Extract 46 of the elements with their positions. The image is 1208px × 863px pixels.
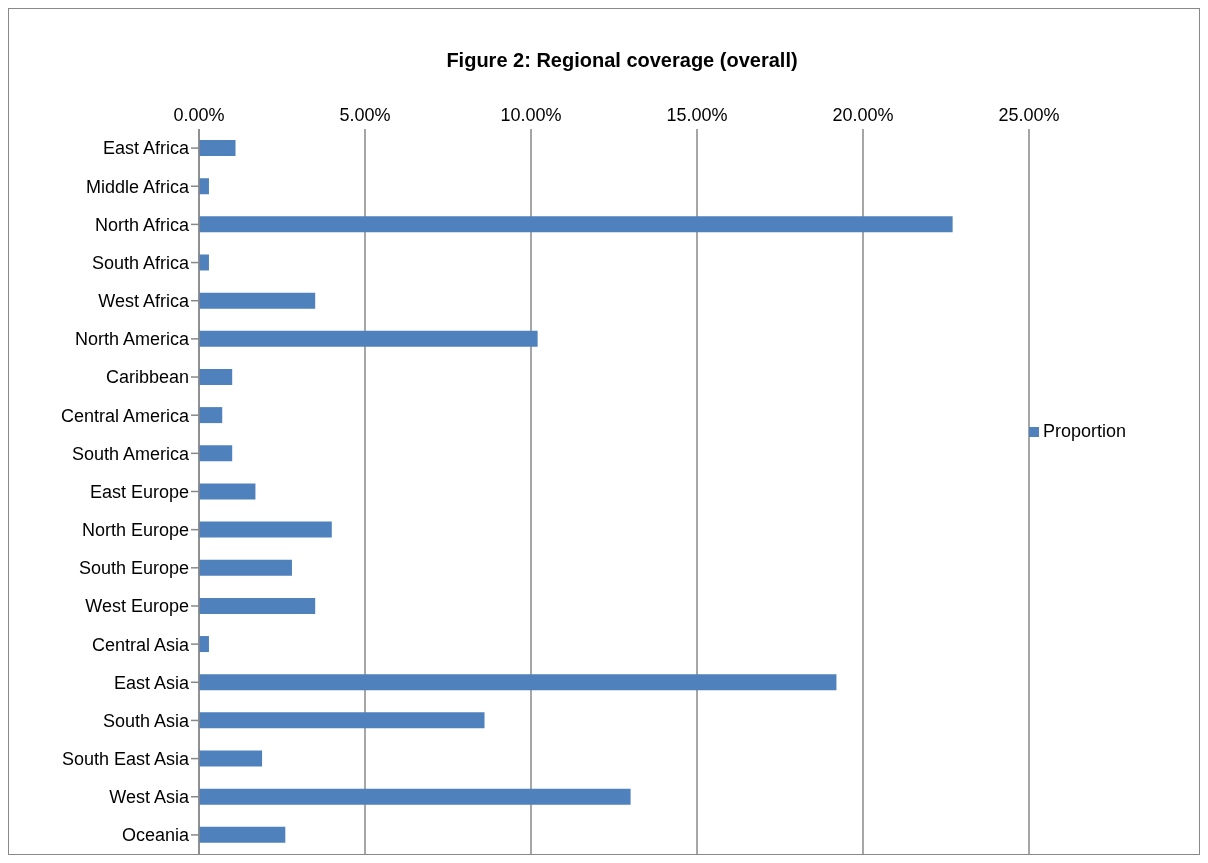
bar bbox=[199, 254, 209, 271]
bar bbox=[199, 712, 485, 729]
legend-label: Proportion bbox=[1043, 421, 1127, 441]
y-tick-label: South East Asia bbox=[61, 749, 190, 769]
x-tick-label: 15.00% bbox=[666, 105, 728, 125]
bar bbox=[199, 788, 631, 805]
bar bbox=[199, 178, 209, 195]
y-tick-label: East Europe bbox=[89, 481, 189, 502]
bar bbox=[199, 445, 233, 462]
x-tick-label: 10.00% bbox=[500, 105, 562, 125]
y-tick-label: East Africa bbox=[102, 138, 190, 159]
y-tick-label: North Africa bbox=[94, 214, 190, 235]
x-tick-label: 25.00% bbox=[998, 105, 1060, 125]
y-tick-label: West Africa bbox=[98, 291, 190, 312]
bar bbox=[199, 216, 953, 233]
x-tick-label: 0.00% bbox=[173, 105, 225, 125]
bar bbox=[199, 559, 292, 576]
chart-title: Figure 2: Regional coverage (overall) bbox=[445, 49, 799, 72]
bar bbox=[199, 368, 233, 385]
bar bbox=[199, 292, 316, 309]
y-tick-label: Central Asia bbox=[91, 634, 190, 655]
x-tick-label: 20.00% bbox=[832, 105, 894, 125]
bar bbox=[199, 407, 223, 424]
bar bbox=[199, 521, 332, 538]
bar bbox=[199, 140, 236, 156]
y-tick-label: West Asia bbox=[109, 787, 190, 808]
bar bbox=[199, 636, 209, 653]
bar bbox=[199, 330, 538, 347]
y-tick-label: Caribbean bbox=[105, 367, 189, 388]
y-tick-label: South America bbox=[71, 443, 190, 464]
y-tick-label: Oceania bbox=[121, 825, 190, 846]
x-tick-label: 5.00% bbox=[339, 105, 391, 125]
y-tick-label: North Europe bbox=[81, 520, 189, 541]
y-tick-label: East Asia bbox=[113, 672, 190, 693]
bar bbox=[199, 483, 256, 500]
bar bbox=[199, 826, 286, 843]
y-tick-label: South Europe bbox=[78, 558, 189, 579]
y-tick-label: Central America bbox=[60, 405, 190, 426]
bar bbox=[199, 750, 263, 767]
y-tick-label: North America bbox=[74, 329, 190, 350]
y-tick-label: South Africa bbox=[91, 252, 190, 273]
y-tick-label: West Europe bbox=[85, 596, 189, 617]
bar bbox=[199, 597, 316, 614]
bar bbox=[199, 674, 837, 691]
y-tick-label: Middle Africa bbox=[85, 176, 190, 197]
y-tick-label: South Asia bbox=[102, 710, 190, 731]
